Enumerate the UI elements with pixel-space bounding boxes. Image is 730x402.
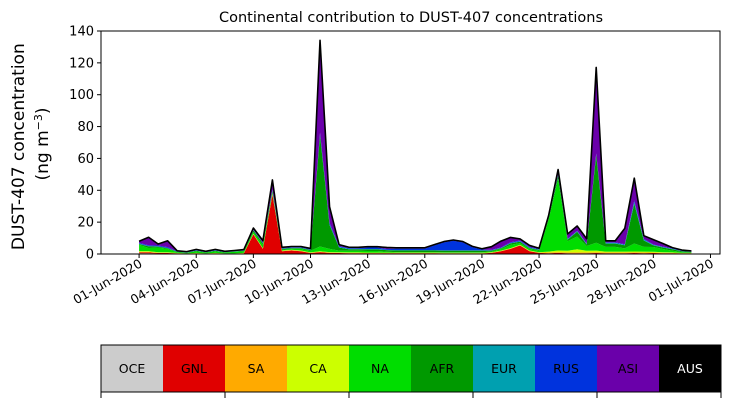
y-axis-label-line1: DUST-407 concentration: [9, 43, 29, 250]
y-axis-label: DUST-407 concentration (ng m−3): [9, 38, 53, 250]
legend-label-afr: AFR: [430, 361, 455, 376]
legend-swatch-sa: [225, 345, 288, 392]
legend-colorbar: OCE GNL SA CA NA AFR EUR RUS ASI AUS: [100, 344, 722, 398]
y-tick-label: 140: [69, 25, 94, 40]
y-tick-label: 120: [69, 56, 94, 71]
legend-swatch-asi: [597, 345, 660, 392]
area-gnl: [139, 194, 692, 254]
total-line: [138, 39, 692, 253]
legend-label-ca: CA: [309, 361, 327, 376]
y-tick-label: 0: [86, 248, 94, 263]
y-tick-label: 80: [77, 120, 94, 135]
legend-swatch-rus: [535, 345, 598, 392]
plot-frame: [100, 30, 721, 255]
legend-label-na: NA: [371, 361, 389, 376]
legend-label-asi: ASI: [618, 361, 638, 376]
chart-title: Continental contribution to DUST-407 con…: [219, 10, 603, 26]
legend-label-eur: EUR: [491, 361, 517, 376]
y-axis-label-close: ): [33, 107, 53, 114]
area-asi: [139, 40, 692, 253]
legend-label-oce: OCE: [119, 361, 146, 376]
y-axis-label-unit: (ng m: [33, 130, 53, 180]
area-afr: [139, 135, 692, 253]
legend-swatch-oce: [101, 345, 164, 392]
legend-swatch-ca: [287, 345, 350, 392]
y-tick-label: 40: [77, 184, 94, 199]
y-axis-label-line2: (ng m−3): [32, 107, 54, 180]
area-rus: [139, 132, 692, 253]
y-tick-label: 100: [69, 88, 94, 103]
area-aus: [139, 40, 692, 252]
legend-swatch-aus: [659, 345, 722, 392]
y-axis-label-exponent: −3: [32, 114, 45, 130]
legend-label-gnl: GNL: [181, 361, 207, 376]
area-na: [139, 178, 692, 254]
legend-label-aus: AUS: [677, 361, 703, 376]
y-tick-label: 60: [77, 152, 94, 167]
legend-label-rus: RUS: [553, 361, 579, 376]
legend-swatch-afr: [411, 345, 474, 392]
legend-frame: [100, 344, 722, 393]
legend-swatch-eur: [473, 345, 536, 392]
area-eur: [139, 134, 692, 253]
area-layers: [138, 39, 692, 254]
legend-swatch-gnl: [163, 345, 226, 392]
y-axis: 0 20 40 60 80 100 120 140: [69, 25, 101, 263]
y-tick-label: 20: [77, 216, 94, 231]
x-axis: 01-Jun-202004-Jun-202007-Jun-202010-Jun-…: [70, 254, 716, 307]
legend-label-sa: SA: [248, 361, 265, 376]
legend-swatch-na: [349, 345, 412, 392]
x-tick-label: 01-Jul-2020: [646, 256, 716, 305]
